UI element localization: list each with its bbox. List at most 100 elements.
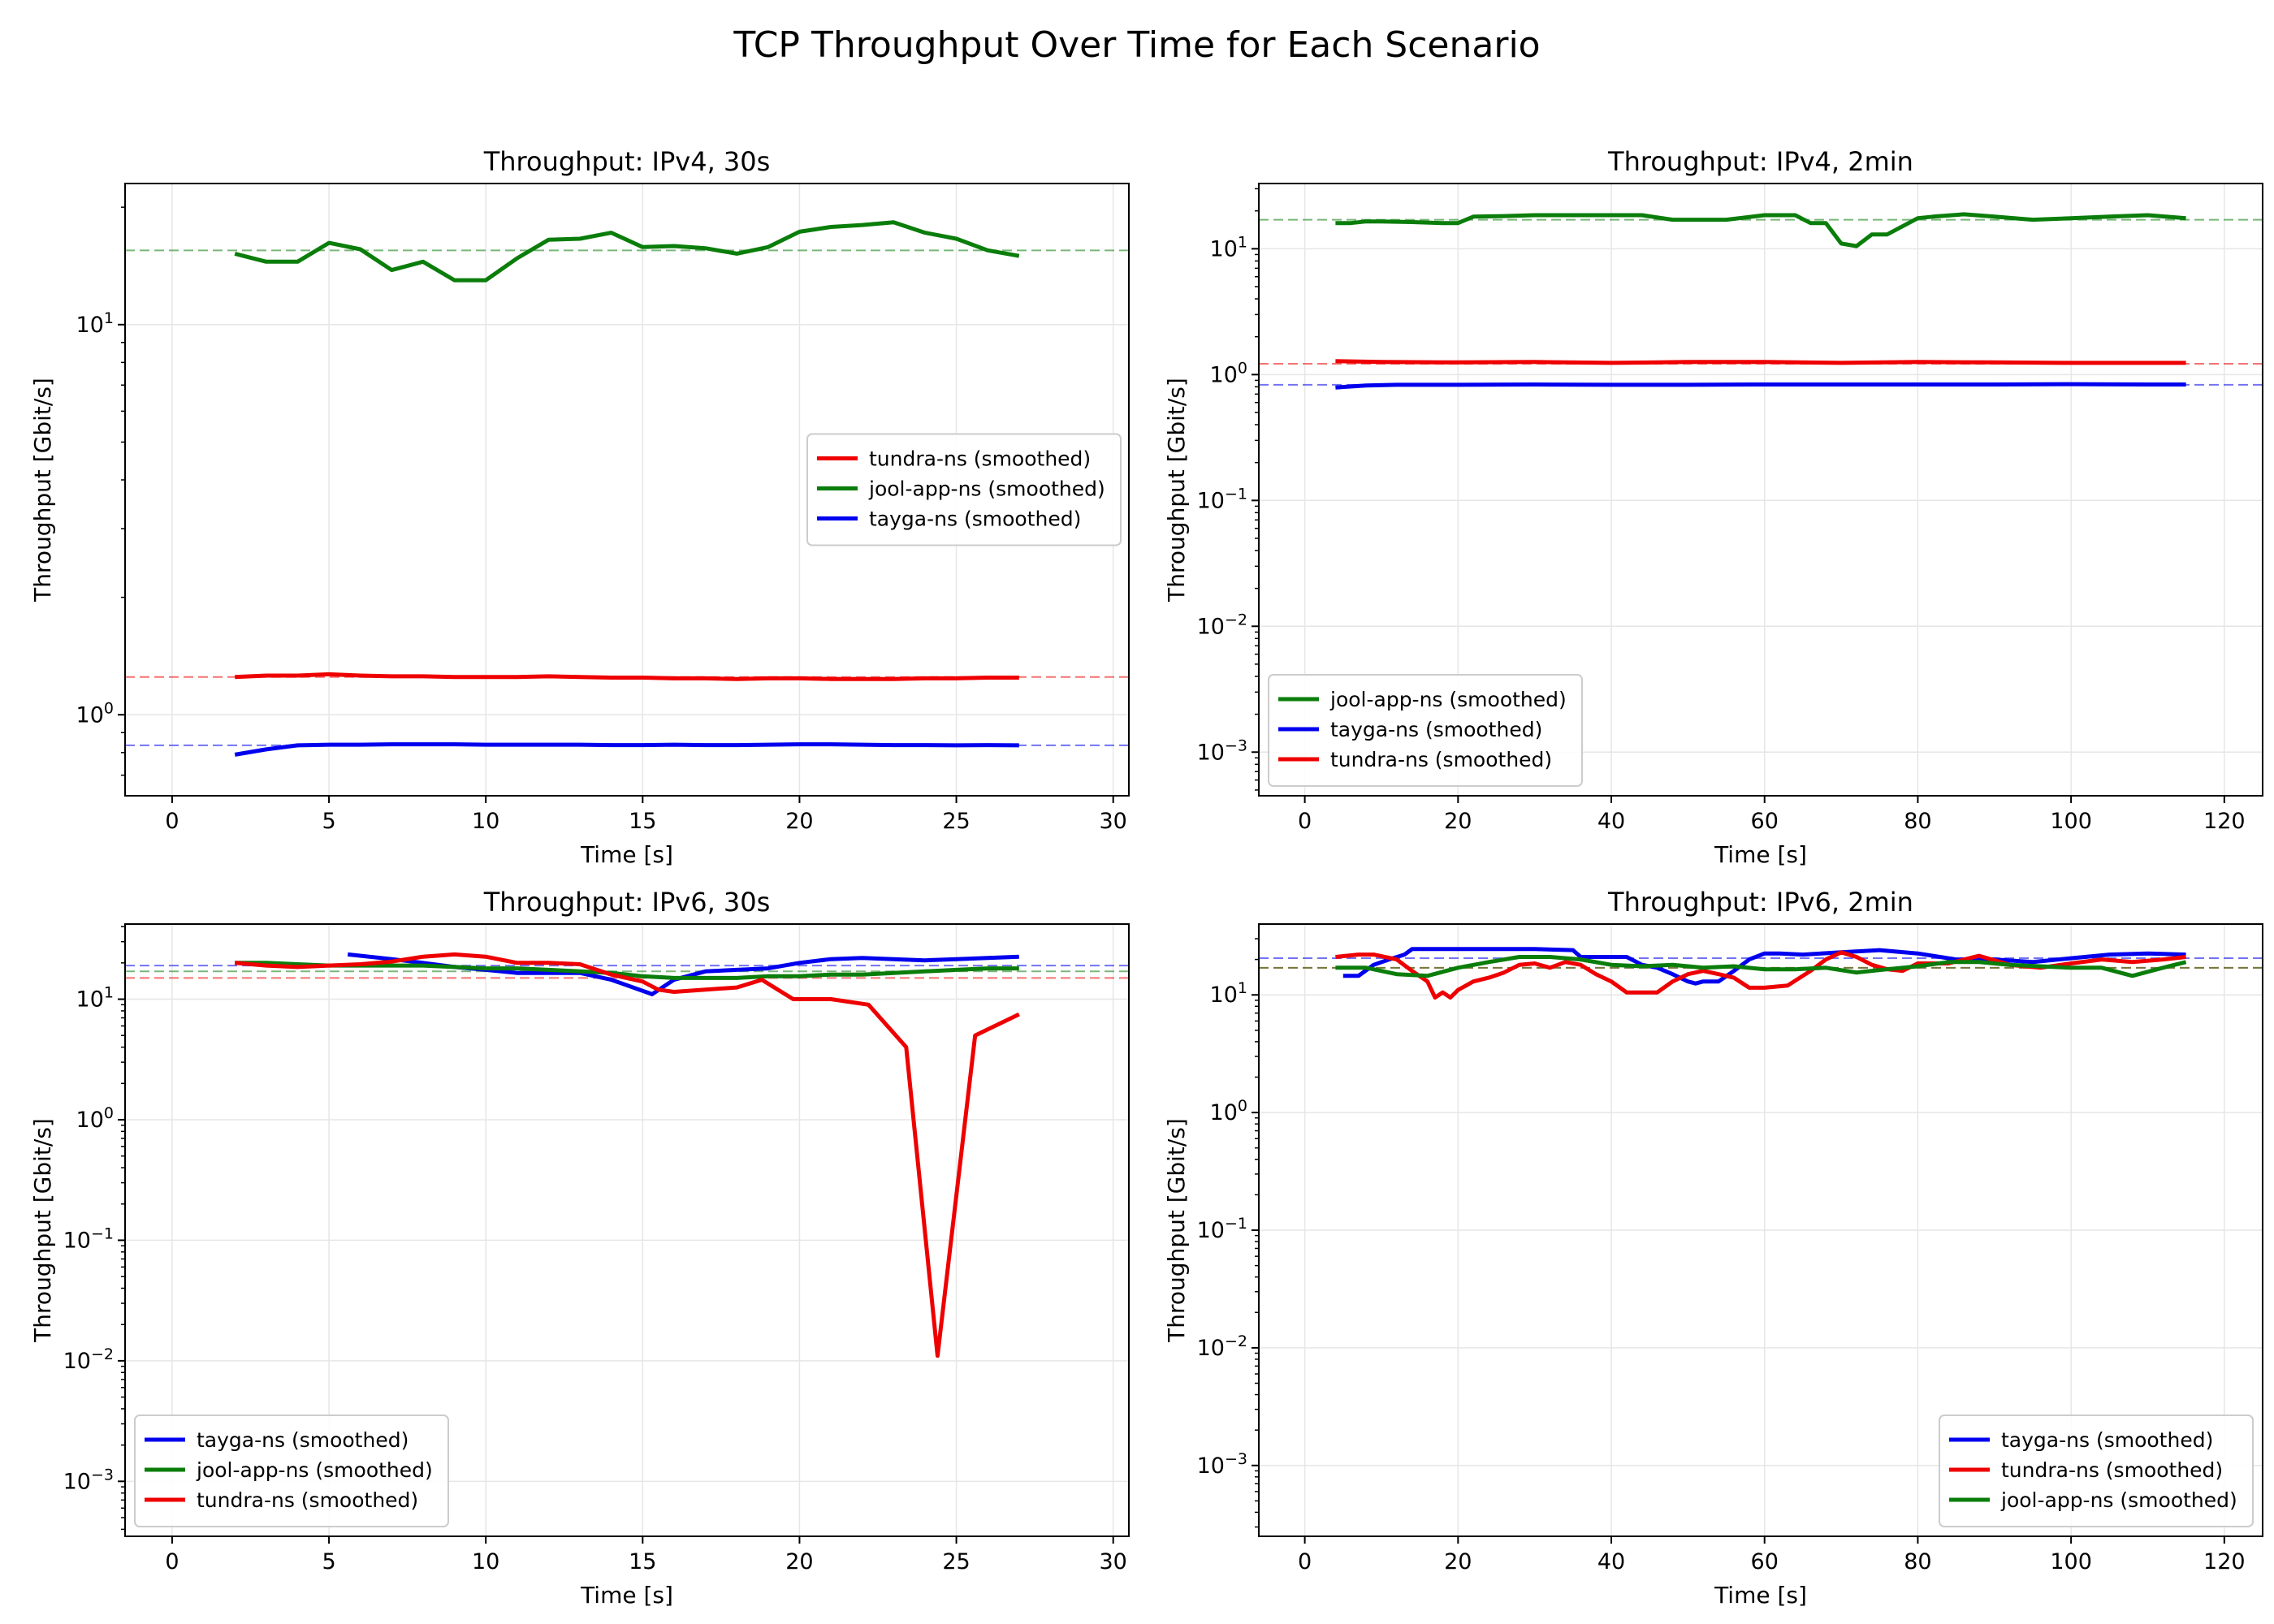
legend-label-tundra-ns: tundra-ns (smoothed) [2001,1458,2223,1482]
x-tick-label: 40 [1597,809,1625,834]
x-tick-label: 30 [1100,1549,1127,1574]
x-tick-label: 60 [1751,809,1779,834]
x-axis-label: Time [s] [580,1582,673,1609]
y-axis-label: Throughput [Gbit/s] [1163,1118,1190,1343]
x-tick-label: 0 [1298,1549,1312,1574]
axes-frame [1258,183,2263,797]
y-tick-label: 101 [76,984,114,1013]
y-tick-label: 101 [1210,233,1247,261]
series-line-jool-app-ns [234,220,1020,283]
y-tick-label: 101 [1210,979,1247,1008]
x-axis-label: Time [s] [580,841,673,868]
y-axis-label: Throughput [Gbit/s] [29,1118,56,1343]
y-tick-label: 100 [1210,359,1247,387]
legend-label-tayga-ns: tayga-ns (smoothed) [197,1428,409,1452]
plot-area [125,952,1129,1358]
legend-label-jool-app-ns: jool-app-ns (smoothed) [2000,1488,2237,1512]
legend-frame [134,1415,449,1527]
x-tick-label: 40 [1597,1549,1625,1574]
subplot-title: Throughput: IPv4, 2min [1607,146,1913,177]
legend-frame [806,433,1122,546]
x-tick-label: 60 [1751,1549,1779,1574]
x-tick-label: 25 [942,1549,970,1574]
series-line-tayga-ns [1342,947,2186,986]
subplot-2: 0 20 40 60 80 100 120 10−3 10−2 10−1 100 101 Through… [1163,146,2263,868]
series-line-tundra-ns [1335,359,2186,365]
legend: tundra-ns (smoothed) jool-app-ns (smoothe… [806,433,1122,546]
legend-label-jool-app-ns: jool-app-ns (smoothed) [868,477,1105,501]
y-axis-label: Throughput [Gbit/s] [29,378,56,603]
x-tick-label: 20 [1444,809,1472,834]
legend: tayga-ns (smoothed) jool-app-ns (smoothed… [134,1415,449,1527]
axes-frame [124,923,1130,1537]
x-tick-label: 120 [2203,809,2246,834]
plot-area [125,220,1129,757]
y-tick-label: 100 [1210,1097,1247,1125]
x-tick-label: 0 [1298,809,1312,834]
x-tick-label: 80 [1904,1549,1931,1574]
legend-label-jool-app-ns: jool-app-ns (smoothed) [1329,688,1567,711]
legend: jool-app-ns (smoothed) tayga-ns (smoothed… [1268,674,1583,787]
x-tick-label: 5 [322,809,335,834]
x-tick-label: 0 [165,1549,179,1574]
x-tick-label: 20 [785,1549,813,1574]
x-axis-label: Time [s] [1714,1582,1807,1609]
x-tick-label: 10 [472,809,499,834]
y-tick-label: 10−2 [1197,611,1247,639]
legend-label-tundra-ns: tundra-ns (smoothed) [1330,748,1552,771]
series-line-tayga-ns [1335,382,2186,390]
subplot-4: 0 20 40 60 80 100 120 10−3 10−2 10−1 100 101 Through… [1163,887,2263,1609]
x-tick-label: 100 [2050,1549,2092,1574]
x-tick-label: 100 [2050,809,2092,834]
plot-area [1259,212,2263,390]
legend: tayga-ns (smoothed) tundra-ns (smoothed) j… [1939,1415,2254,1527]
series-line-jool-app-ns [1335,955,2187,978]
legend-label-tayga-ns: tayga-ns (smoothed) [2001,1428,2213,1452]
x-tick-label: 120 [2203,1549,2246,1574]
y-tick-label: 10−2 [63,1345,114,1374]
y-tick-label: 100 [76,1104,114,1133]
legend-label-tayga-ns: tayga-ns (smoothed) [1330,718,1542,741]
legend-label-tayga-ns: tayga-ns (smoothed) [869,508,1081,531]
y-tick-label: 10−2 [1197,1332,1247,1361]
x-tick-label: 80 [1904,809,1931,834]
series-line-tundra-ns [235,672,1019,681]
y-axis-label: Throughput [Gbit/s] [1163,378,1190,603]
series-line-tayga-ns [347,952,1019,996]
legend-label-jool-app-ns: jool-app-ns (smoothed) [196,1458,433,1482]
subplot-title: Throughput: IPv6, 30s [483,887,771,918]
x-tick-label: 0 [165,809,179,834]
y-tick-label: 10−3 [63,1466,114,1494]
y-tick-label: 10−3 [1197,1450,1247,1479]
x-tick-label: 25 [942,809,970,834]
x-tick-label: 15 [629,809,656,834]
plot-area [1259,947,2263,1000]
axes-frame [124,183,1130,797]
legend-frame [1939,1415,2254,1527]
x-tick-label: 30 [1100,809,1127,834]
y-tick-label: 10−1 [1197,1215,1247,1243]
legend-label-tundra-ns: tundra-ns (smoothed) [869,447,1091,471]
legend-frame [1268,674,1583,787]
x-tick-label: 20 [1444,1549,1472,1574]
figure-title: TCP Throughput Over Time for Each Scenar… [733,24,1541,66]
series-line-tundra-ns [234,952,1020,1358]
subplot-title: Throughput: IPv4, 30s [483,146,771,177]
y-tick-label: 10−3 [1197,736,1247,765]
x-tick-label: 20 [785,809,813,834]
y-tick-label: 101 [76,309,114,338]
x-axis-label: Time [s] [1714,841,1807,868]
subplot-title: Throughput: IPv6, 2min [1607,887,1913,918]
y-tick-label: 100 [76,699,114,728]
x-tick-label: 10 [472,1549,499,1574]
x-tick-label: 15 [629,1549,656,1574]
subplot-3: 0 5 10 15 20 25 30 10−3 10−2 10−1 100 101 Throughput… [29,887,1130,1609]
series-line-jool-app-ns [1335,212,2186,248]
y-tick-label: 10−1 [63,1224,114,1253]
legend-label-tundra-ns: tundra-ns (smoothed) [197,1488,418,1512]
subplot-1: 0 5 10 15 20 25 30 100 101 Throughput: IPv4, 30s T… [29,146,1130,868]
series-line-tayga-ns [234,742,1019,757]
y-tick-label: 10−1 [1197,485,1247,513]
